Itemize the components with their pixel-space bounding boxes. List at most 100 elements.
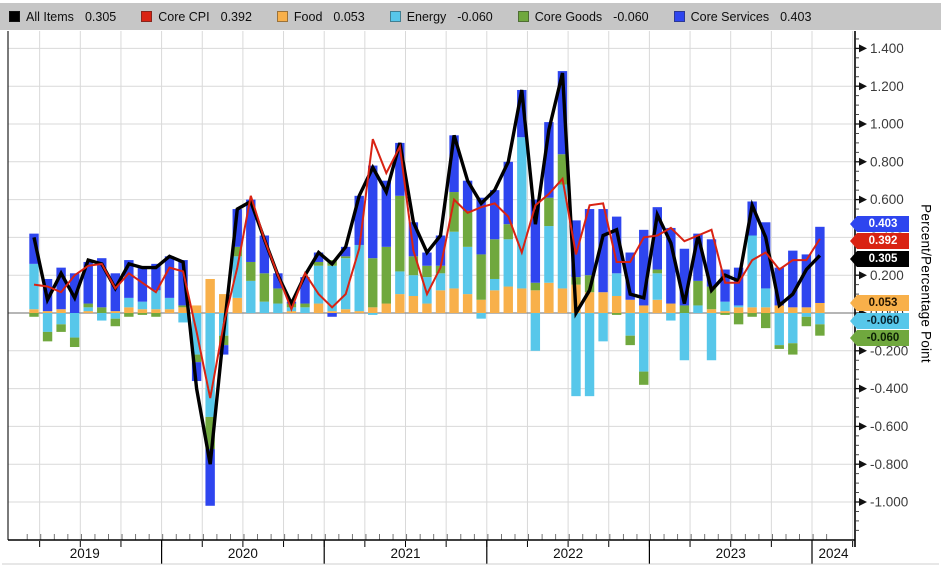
bar-month-2019-05 (56, 267, 66, 332)
bar-segment-food (517, 288, 527, 313)
bar-month-2023-02 (666, 227, 676, 321)
legend-value: -0.060 (457, 9, 493, 24)
bar-segment-core-services (408, 222, 419, 257)
bar-segment-core-goods (462, 210, 473, 247)
bar-segment-core-services (557, 71, 568, 155)
vertical-gridlines (39, 31, 854, 540)
bar-month-2022-12 (639, 229, 649, 385)
bar-month-2021-02 (340, 246, 351, 313)
bar-segment-core-services (679, 248, 690, 306)
bar-segment-core-services (476, 197, 486, 255)
bar-segment-energy (435, 273, 446, 291)
y-tick-arrow-icon (859, 346, 867, 355)
bar-segment-energy (354, 244, 364, 312)
legend-value: 0.403 (780, 9, 812, 24)
bar-segment-core-services (164, 256, 175, 298)
bar-segment-food (205, 278, 215, 313)
legend-item-core-services[interactable]: Core Services 0.403 (673, 9, 812, 24)
legend-item-energy[interactable]: Energy -0.060 (389, 9, 493, 24)
bar-segment-food (476, 299, 486, 313)
bar-segment-core-goods (503, 224, 513, 240)
bar-segment-energy (733, 305, 744, 308)
legend-item-all-items[interactable]: All Items 0.305 (9, 10, 116, 24)
bar-segment-core-services (435, 235, 446, 266)
bar-month-2023-08 (747, 201, 757, 317)
y-tick-label: 1.000 (870, 117, 904, 132)
year-label-2020: 2020 (228, 546, 258, 561)
bar-month-2022-01 (490, 190, 500, 313)
bar-segment-food (652, 299, 662, 313)
axis-badge-food: 0.053 (850, 295, 909, 311)
bar-month-2021-10 (449, 135, 459, 313)
bar-segment-food (435, 290, 446, 313)
bar-segment-core-services (801, 254, 812, 308)
bar-segment-food (815, 302, 825, 313)
legend-label: Core Goods (534, 9, 603, 24)
bar-segment-core-services (340, 246, 351, 257)
bar-segment-core-services (313, 252, 324, 262)
legend-item-core-cpi[interactable]: Core CPI 0.392 (141, 10, 252, 24)
legend-label: Core CPI (158, 9, 210, 24)
bar-segment-core-services (83, 261, 93, 304)
bar-segment-core-goods (178, 305, 188, 308)
bar-segment-core-goods (679, 305, 690, 313)
bar-segment-energy (611, 273, 622, 296)
bar-segment-food (490, 290, 500, 313)
bar-segment-core-goods (422, 265, 432, 278)
bar-segment-core-goods (449, 192, 459, 232)
axis-badge-all-items: 0.305 (850, 250, 909, 267)
bar-month-2023-07 (733, 267, 744, 325)
legend-item-food[interactable]: Food 0.053 (276, 10, 365, 24)
bar-segment-energy (83, 307, 93, 312)
bar-segment-core-goods (693, 280, 703, 306)
bar-segment-core-services (761, 222, 771, 289)
bar-month-2023-06 (720, 269, 730, 315)
bar-segment-energy (110, 313, 120, 319)
bar-month-2019-07 (83, 261, 93, 313)
bar-segment-energy (327, 265, 337, 312)
y-tick-label: 0.600 (870, 192, 904, 207)
bar-segment-core-services (381, 180, 391, 247)
food-swatch-icon (276, 11, 288, 22)
bar-segment-core-goods (300, 303, 310, 308)
bar-segment-food (733, 307, 744, 313)
bar-segment-food (544, 282, 554, 313)
y-tick-arrow-icon (859, 44, 867, 53)
year-label-2019: 2019 (70, 546, 100, 561)
bar-segment-energy (137, 301, 148, 310)
bar-segment-core-goods (530, 282, 541, 291)
bar-segment-core-services (503, 161, 513, 225)
bar-segment-core-goods (639, 371, 649, 385)
bar-segment-food (124, 307, 134, 313)
bar-month-2020-04 (205, 278, 215, 506)
bar-segment-core-goods (611, 313, 622, 315)
bar-segment-core-goods (476, 254, 486, 300)
bar-segment-energy (205, 313, 215, 417)
bar-segment-core-services (56, 267, 66, 310)
bar-segment-core-services (693, 233, 703, 281)
y-tick-label: 1.200 (870, 79, 904, 94)
bar-segment-energy (557, 184, 568, 289)
bar-month-2019-09 (110, 273, 120, 327)
bar-segment-energy (503, 239, 513, 287)
bar-segment-energy (801, 313, 812, 317)
bar-segment-energy (476, 313, 486, 319)
bar-month-2022-03 (517, 89, 527, 313)
bar-segment-core-services (327, 313, 337, 317)
core-goods-swatch-icon (517, 11, 529, 22)
bar-segment-food (530, 290, 541, 313)
bar-segment-food (368, 307, 378, 313)
bar-segment-energy (340, 258, 351, 310)
bar-month-2020-02 (178, 260, 188, 323)
legend-item-core-goods[interactable]: Core Goods -0.060 (517, 9, 649, 24)
bar-segment-core-services (544, 122, 554, 198)
bar-segment-core-goods (747, 313, 757, 317)
stacked-bars (29, 71, 825, 506)
bar-segment-energy (408, 275, 419, 296)
y-tick-arrow-icon (859, 120, 867, 128)
bar-month-2022-02 (503, 161, 513, 313)
bar-segment-energy (69, 313, 80, 338)
bar-segment-core-services (449, 135, 459, 193)
bar-segment-core-goods (124, 313, 134, 317)
